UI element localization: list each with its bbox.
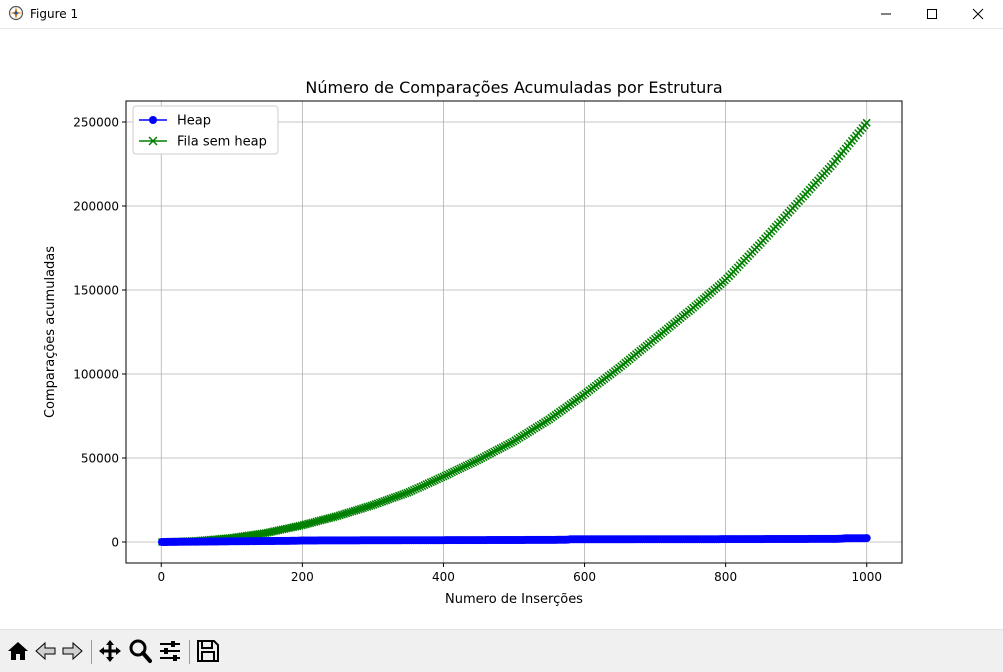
y-tick-label: 200000 [73, 200, 119, 214]
data-point-fila-sem-heap [428, 477, 437, 486]
data-point-fila-sem-heap [407, 486, 416, 495]
pan-icon[interactable] [97, 638, 123, 664]
data-point-fila-sem-heap [409, 485, 418, 494]
legend: Heap Fila sem heap [132, 105, 279, 155]
data-point-fila-sem-heap [460, 462, 469, 471]
data-point-fila-sem-heap [405, 487, 414, 496]
series-fila-sem-heap [157, 118, 871, 547]
data-point-fila-sem-heap [449, 467, 459, 476]
data-point-fila-sem-heap [471, 457, 480, 466]
data-point-fila-sem-heap [452, 466, 461, 475]
data-point-fila-sem-heap [414, 483, 423, 493]
data-point-fila-sem-heap [420, 481, 429, 490]
data-point-heap [862, 534, 871, 543]
data-point-fila-sem-heap [386, 494, 395, 503]
series-heap [158, 534, 871, 546]
x-tick-label: 400 [432, 570, 455, 584]
figure-app-icon [8, 5, 24, 21]
data-point-fila-sem-heap [403, 488, 412, 497]
data-point-fila-sem-heap [426, 478, 435, 487]
data-point-fila-sem-heap [397, 490, 406, 500]
toolbar-separator [189, 640, 190, 664]
data-point-fila-sem-heap [443, 470, 452, 479]
window-title: Figure 1 [30, 7, 79, 21]
legend-box [132, 105, 279, 155]
x-tick-label: 600 [573, 570, 596, 584]
data-point-fila-sem-heap [424, 479, 433, 488]
toolbar-separator [91, 640, 92, 664]
minimize-icon [881, 13, 891, 15]
series-line-fila-sem-heap [161, 122, 868, 543]
chart: 0 200 400 600 800 1000 0 50000 100000 150000 20000… [43, 78, 903, 607]
data-point-fila-sem-heap [502, 440, 511, 449]
plot-frame [125, 100, 903, 564]
save-icon[interactable] [195, 638, 221, 664]
data-point-fila-sem-heap [433, 475, 442, 484]
data-point-fila-sem-heap [416, 482, 425, 492]
data-point-fila-sem-heap [418, 482, 427, 491]
y-tick-label: 50000 [81, 452, 119, 466]
data-point-fila-sem-heap [466, 459, 476, 468]
data-point-fila-sem-heap [371, 499, 380, 509]
data-point-fila-sem-heap [373, 499, 382, 508]
data-point-fila-sem-heap [862, 118, 871, 127]
series-layer [157, 118, 871, 547]
data-point-fila-sem-heap [458, 463, 467, 472]
data-point-fila-sem-heap [477, 454, 486, 463]
legend-marker-heap [149, 116, 157, 124]
x-tick-label: 800 [714, 570, 737, 584]
maximize-icon [927, 9, 937, 19]
figure-canvas[interactable]: 0 200 400 600 800 1000 0 50000 100000 150000 20000… [0, 29, 1003, 629]
window-titlebar: Figure 1 [0, 0, 1003, 29]
forward-icon[interactable] [59, 638, 85, 664]
home-icon[interactable] [5, 638, 31, 664]
x-tick-label: 1000 [851, 570, 882, 584]
data-point-fila-sem-heap [399, 490, 408, 499]
configure-subplots-icon[interactable] [157, 638, 183, 664]
maximize-button[interactable] [909, 0, 955, 28]
data-point-fila-sem-heap [422, 480, 431, 489]
data-point-fila-sem-heap [401, 489, 410, 498]
minimize-button[interactable] [863, 0, 909, 28]
data-point-fila-sem-heap [456, 464, 465, 473]
data-point-fila-sem-heap [454, 465, 463, 474]
back-icon[interactable] [33, 638, 59, 664]
close-button[interactable] [955, 0, 1001, 28]
y-tick-label: 150000 [73, 284, 119, 298]
legend-marker-fila [148, 136, 158, 146]
zoom-icon[interactable] [127, 638, 153, 664]
data-point-fila-sem-heap [439, 472, 448, 481]
navigation-toolbar [0, 629, 1003, 672]
axis-ticks: 0 200 400 600 800 1000 0 50000 100000 150000 20000… [73, 116, 882, 585]
data-point-fila-sem-heap [384, 495, 393, 504]
data-point-fila-sem-heap [490, 447, 499, 456]
data-point-fila-sem-heap [411, 484, 420, 493]
data-point-fila-sem-heap [464, 460, 473, 469]
y-tick-label: 0 [111, 536, 119, 550]
grid-lines [126, 101, 902, 563]
chart-title: Número de Comparações Acumuladas por Est… [305, 78, 722, 97]
legend-label-heap: Heap [177, 114, 211, 129]
data-point-fila-sem-heap [469, 458, 478, 467]
data-point-fila-sem-heap [435, 474, 444, 483]
y-tick-label: 100000 [73, 368, 119, 382]
x-axis-label: Numero de Inserções [445, 592, 583, 607]
data-point-fila-sem-heap [441, 471, 450, 480]
y-axis-label: Comparações acumuladas [43, 246, 58, 418]
data-point-fila-sem-heap [382, 496, 391, 505]
data-point-fila-sem-heap [437, 473, 446, 482]
close-icon [972, 8, 984, 20]
x-tick-label: 200 [291, 570, 314, 584]
legend-label-fila: Fila sem heap [177, 135, 267, 150]
x-tick-label: 0 [157, 570, 165, 584]
data-point-fila-sem-heap [447, 468, 456, 477]
y-tick-label: 250000 [73, 116, 119, 130]
data-point-fila-sem-heap [462, 461, 471, 470]
data-point-fila-sem-heap [430, 476, 440, 485]
